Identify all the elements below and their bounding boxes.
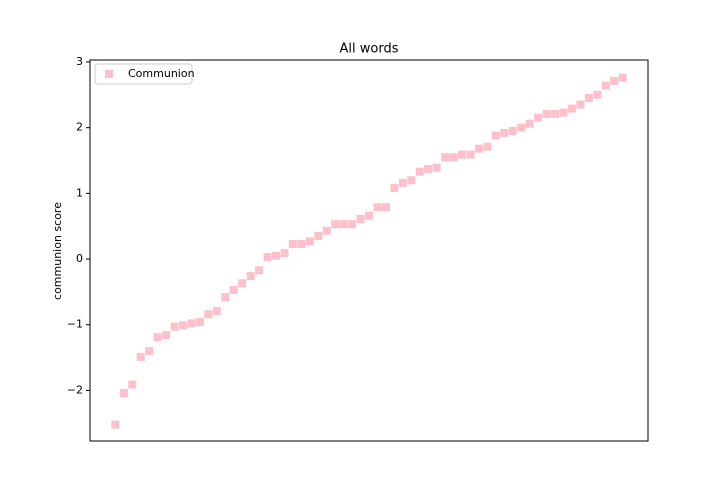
point: [145, 347, 154, 356]
plot-frame: [89, 59, 649, 442]
point: [162, 331, 171, 340]
point: [136, 352, 145, 361]
point: [280, 249, 289, 258]
point: [610, 77, 619, 86]
point: [424, 165, 433, 174]
point: [195, 318, 204, 327]
point: [407, 176, 416, 185]
point: [373, 203, 382, 212]
point: [542, 109, 551, 118]
y-tick-label: 3: [76, 55, 83, 68]
point: [559, 108, 568, 117]
point: [567, 104, 576, 113]
point: [111, 420, 120, 429]
point: [187, 319, 196, 328]
point: [153, 333, 162, 342]
point: [263, 253, 272, 262]
point: [441, 153, 450, 162]
point: [415, 167, 424, 176]
point: [584, 94, 593, 103]
point: [525, 119, 534, 128]
y-tick-label: 2: [76, 121, 83, 134]
y-tick-label: −1: [67, 318, 83, 331]
point: [179, 321, 187, 330]
point: [601, 81, 610, 90]
point: [212, 306, 221, 315]
point: [500, 128, 509, 137]
point: [491, 131, 500, 140]
y-axis-label: communion score: [51, 202, 64, 300]
point: [305, 237, 314, 246]
point: [365, 211, 373, 220]
point: [128, 380, 137, 389]
legend-box: [94, 63, 193, 85]
point: [221, 293, 230, 302]
point: [483, 142, 492, 151]
point: [238, 279, 247, 288]
point: [119, 389, 128, 398]
point: [576, 100, 585, 109]
point: [474, 144, 483, 153]
point: [449, 153, 458, 162]
point: [551, 109, 559, 118]
point: [390, 184, 399, 193]
y-tick-label: 0: [76, 252, 83, 265]
point: [322, 226, 331, 235]
legend-label: Communion: [128, 67, 195, 80]
point: [432, 163, 441, 172]
point: [204, 310, 213, 319]
point: [618, 73, 627, 82]
point: [348, 220, 357, 229]
point: [517, 123, 526, 132]
chart-title: All words: [340, 42, 399, 57]
point: [297, 239, 306, 248]
point: [593, 90, 602, 99]
point: [170, 322, 179, 331]
point: [246, 272, 255, 281]
point: [229, 285, 238, 294]
point: [356, 214, 365, 223]
point: [272, 251, 280, 260]
point: [288, 239, 297, 248]
y-tick-label: 1: [76, 186, 83, 199]
point: [381, 203, 390, 212]
legend-marker: [105, 70, 113, 78]
point: [255, 266, 264, 275]
point: [508, 126, 517, 135]
point: [466, 150, 475, 159]
point: [339, 220, 348, 229]
point: [534, 113, 543, 122]
point: [398, 178, 407, 187]
point: [458, 150, 466, 159]
y-tick-label: −2: [67, 383, 83, 396]
point: [331, 220, 340, 229]
point: [314, 232, 323, 241]
